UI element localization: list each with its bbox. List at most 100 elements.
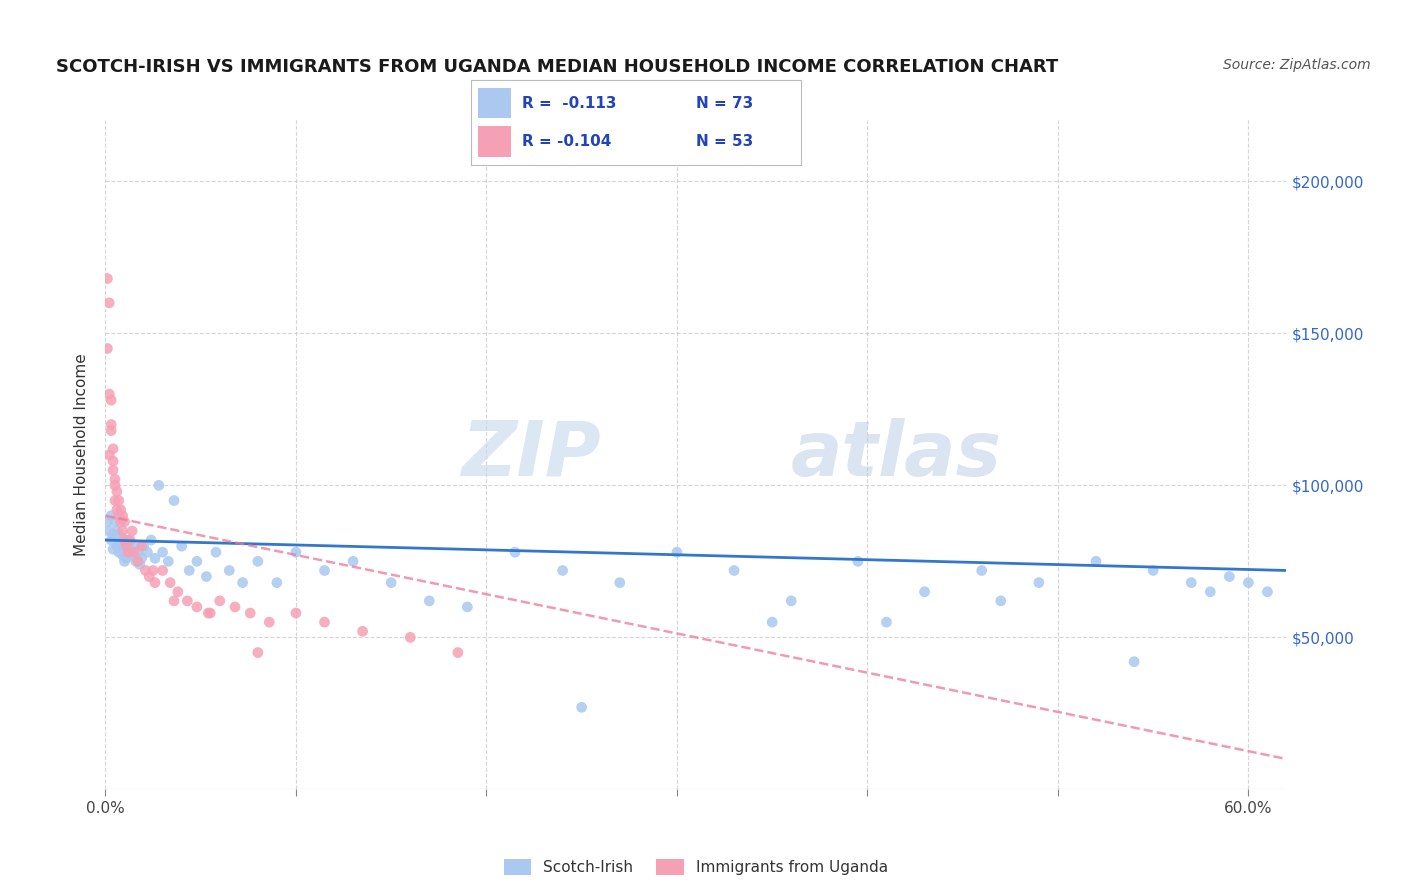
Point [100,424,122,438]
Point [134,564,156,578]
Point [1218,569,1240,583]
Text: N = 73: N = 73 [696,95,754,111]
Point [107,508,129,523]
Point [104,515,127,529]
Point [166,584,188,599]
Point [418,594,440,608]
Text: ZIP: ZIP [461,418,602,491]
Point [170,539,193,553]
Point [107,493,129,508]
Point [127,545,149,559]
Point [107,545,129,559]
Point [121,524,143,538]
Point [143,551,166,566]
Point [110,502,132,516]
Point [111,536,134,550]
Point [111,508,134,523]
Point [284,606,307,620]
Point [117,533,139,547]
Point [101,542,124,557]
Point [111,548,134,563]
Point [159,575,181,590]
Point [122,545,145,559]
Point [1142,564,1164,578]
Point [100,533,122,547]
Point [101,454,124,468]
Point [232,575,254,590]
Bar [478,126,510,157]
Point [152,545,174,559]
Point [1180,575,1202,590]
Legend: Scotch-Irish, Immigrants from Uganda: Scotch-Irish, Immigrants from Uganda [503,860,889,875]
Point [551,564,574,578]
Point [380,575,402,590]
Point [990,594,1012,608]
Point [259,615,281,630]
Point [101,527,124,541]
Point [148,478,170,492]
Point [117,545,139,559]
Point [122,539,145,553]
Point [114,515,136,529]
Point [224,599,246,614]
Point [780,594,803,608]
Point [266,575,288,590]
Point [179,564,201,578]
Text: R =  -0.113: R = -0.113 [522,95,617,111]
Point [128,558,150,572]
Point [101,463,124,477]
Point [136,545,159,559]
Point [96,271,118,285]
Point [1028,575,1050,590]
Point [970,564,993,578]
Text: R = -0.104: R = -0.104 [522,134,612,149]
Point [186,554,208,568]
Point [846,554,869,568]
Point [195,569,218,583]
Point [105,539,128,553]
Point [100,417,122,432]
Point [131,539,153,553]
Point [314,615,336,630]
Point [98,524,121,538]
Point [111,524,134,538]
Point [503,545,526,559]
Text: SCOTCH-IRISH VS IMMIGRANTS FROM UGANDA MEDIAN HOUSEHOLD INCOME CORRELATION CHART: SCOTCH-IRISH VS IMMIGRANTS FROM UGANDA M… [56,58,1059,76]
Point [98,448,121,462]
Point [105,502,128,516]
Y-axis label: Median Household Income: Median Household Income [75,353,90,557]
Point [609,575,631,590]
Point [176,594,198,608]
Point [104,530,127,544]
Point [131,551,153,566]
Point [98,296,121,310]
Point [141,533,163,547]
Point [132,539,155,553]
Point [96,515,118,529]
Point [723,564,745,578]
Point [163,493,186,508]
Point [1123,655,1146,669]
Text: Source: ZipAtlas.com: Source: ZipAtlas.com [1223,58,1371,72]
Point [205,545,228,559]
Point [208,594,231,608]
Point [571,700,593,714]
Point [143,575,166,590]
Point [197,606,219,620]
Point [100,508,122,523]
Point [110,515,132,529]
Point [98,387,121,401]
Point [1199,584,1222,599]
Point [186,599,208,614]
Point [1256,584,1278,599]
Point [447,646,470,660]
Point [138,569,160,583]
Point [120,542,142,557]
Point [246,646,269,660]
Point [239,606,262,620]
Point [665,545,688,559]
Point [761,615,783,630]
Point [200,606,222,620]
Point [127,554,149,568]
Point [101,442,124,456]
